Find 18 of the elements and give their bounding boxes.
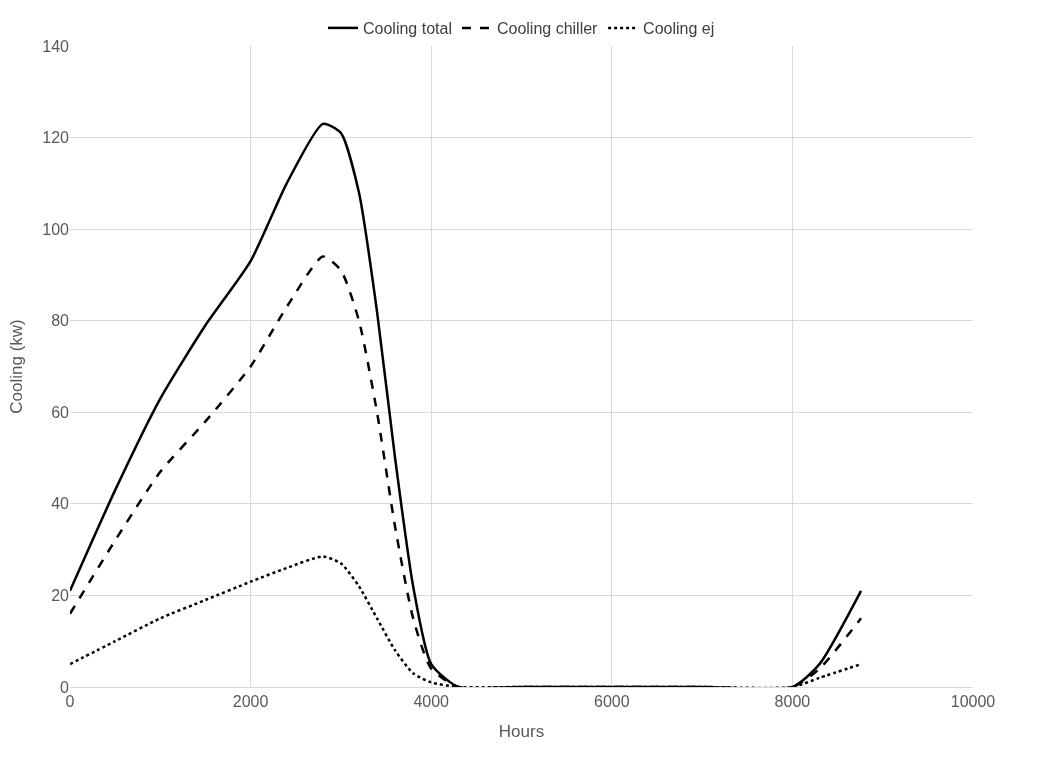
legend-label: Cooling total: [363, 20, 452, 38]
x-tick-label: 2000: [232, 693, 269, 711]
y-axis-title: Cooling (kw): [6, 319, 26, 414]
x-tick-label: 10000: [950, 693, 996, 711]
y-tick-label: 60: [51, 403, 70, 421]
x-tick-label: 4000: [413, 693, 450, 711]
y-tick-label: 120: [42, 129, 70, 147]
y-tick-label: 40: [51, 495, 70, 513]
y-tick-label: 0: [60, 678, 70, 696]
x-tick-label: 8000: [774, 693, 811, 711]
y-tick-label: 100: [42, 220, 70, 238]
y-tick-label: 140: [42, 37, 70, 55]
legend-label: Cooling ej: [643, 20, 715, 38]
legend-label: Cooling chiller: [496, 20, 599, 38]
y-tick-label: 20: [51, 587, 70, 605]
y-tick-label: 80: [51, 312, 70, 330]
x-axis-title: Hours: [498, 721, 545, 741]
x-tick-label: 6000: [594, 693, 630, 711]
